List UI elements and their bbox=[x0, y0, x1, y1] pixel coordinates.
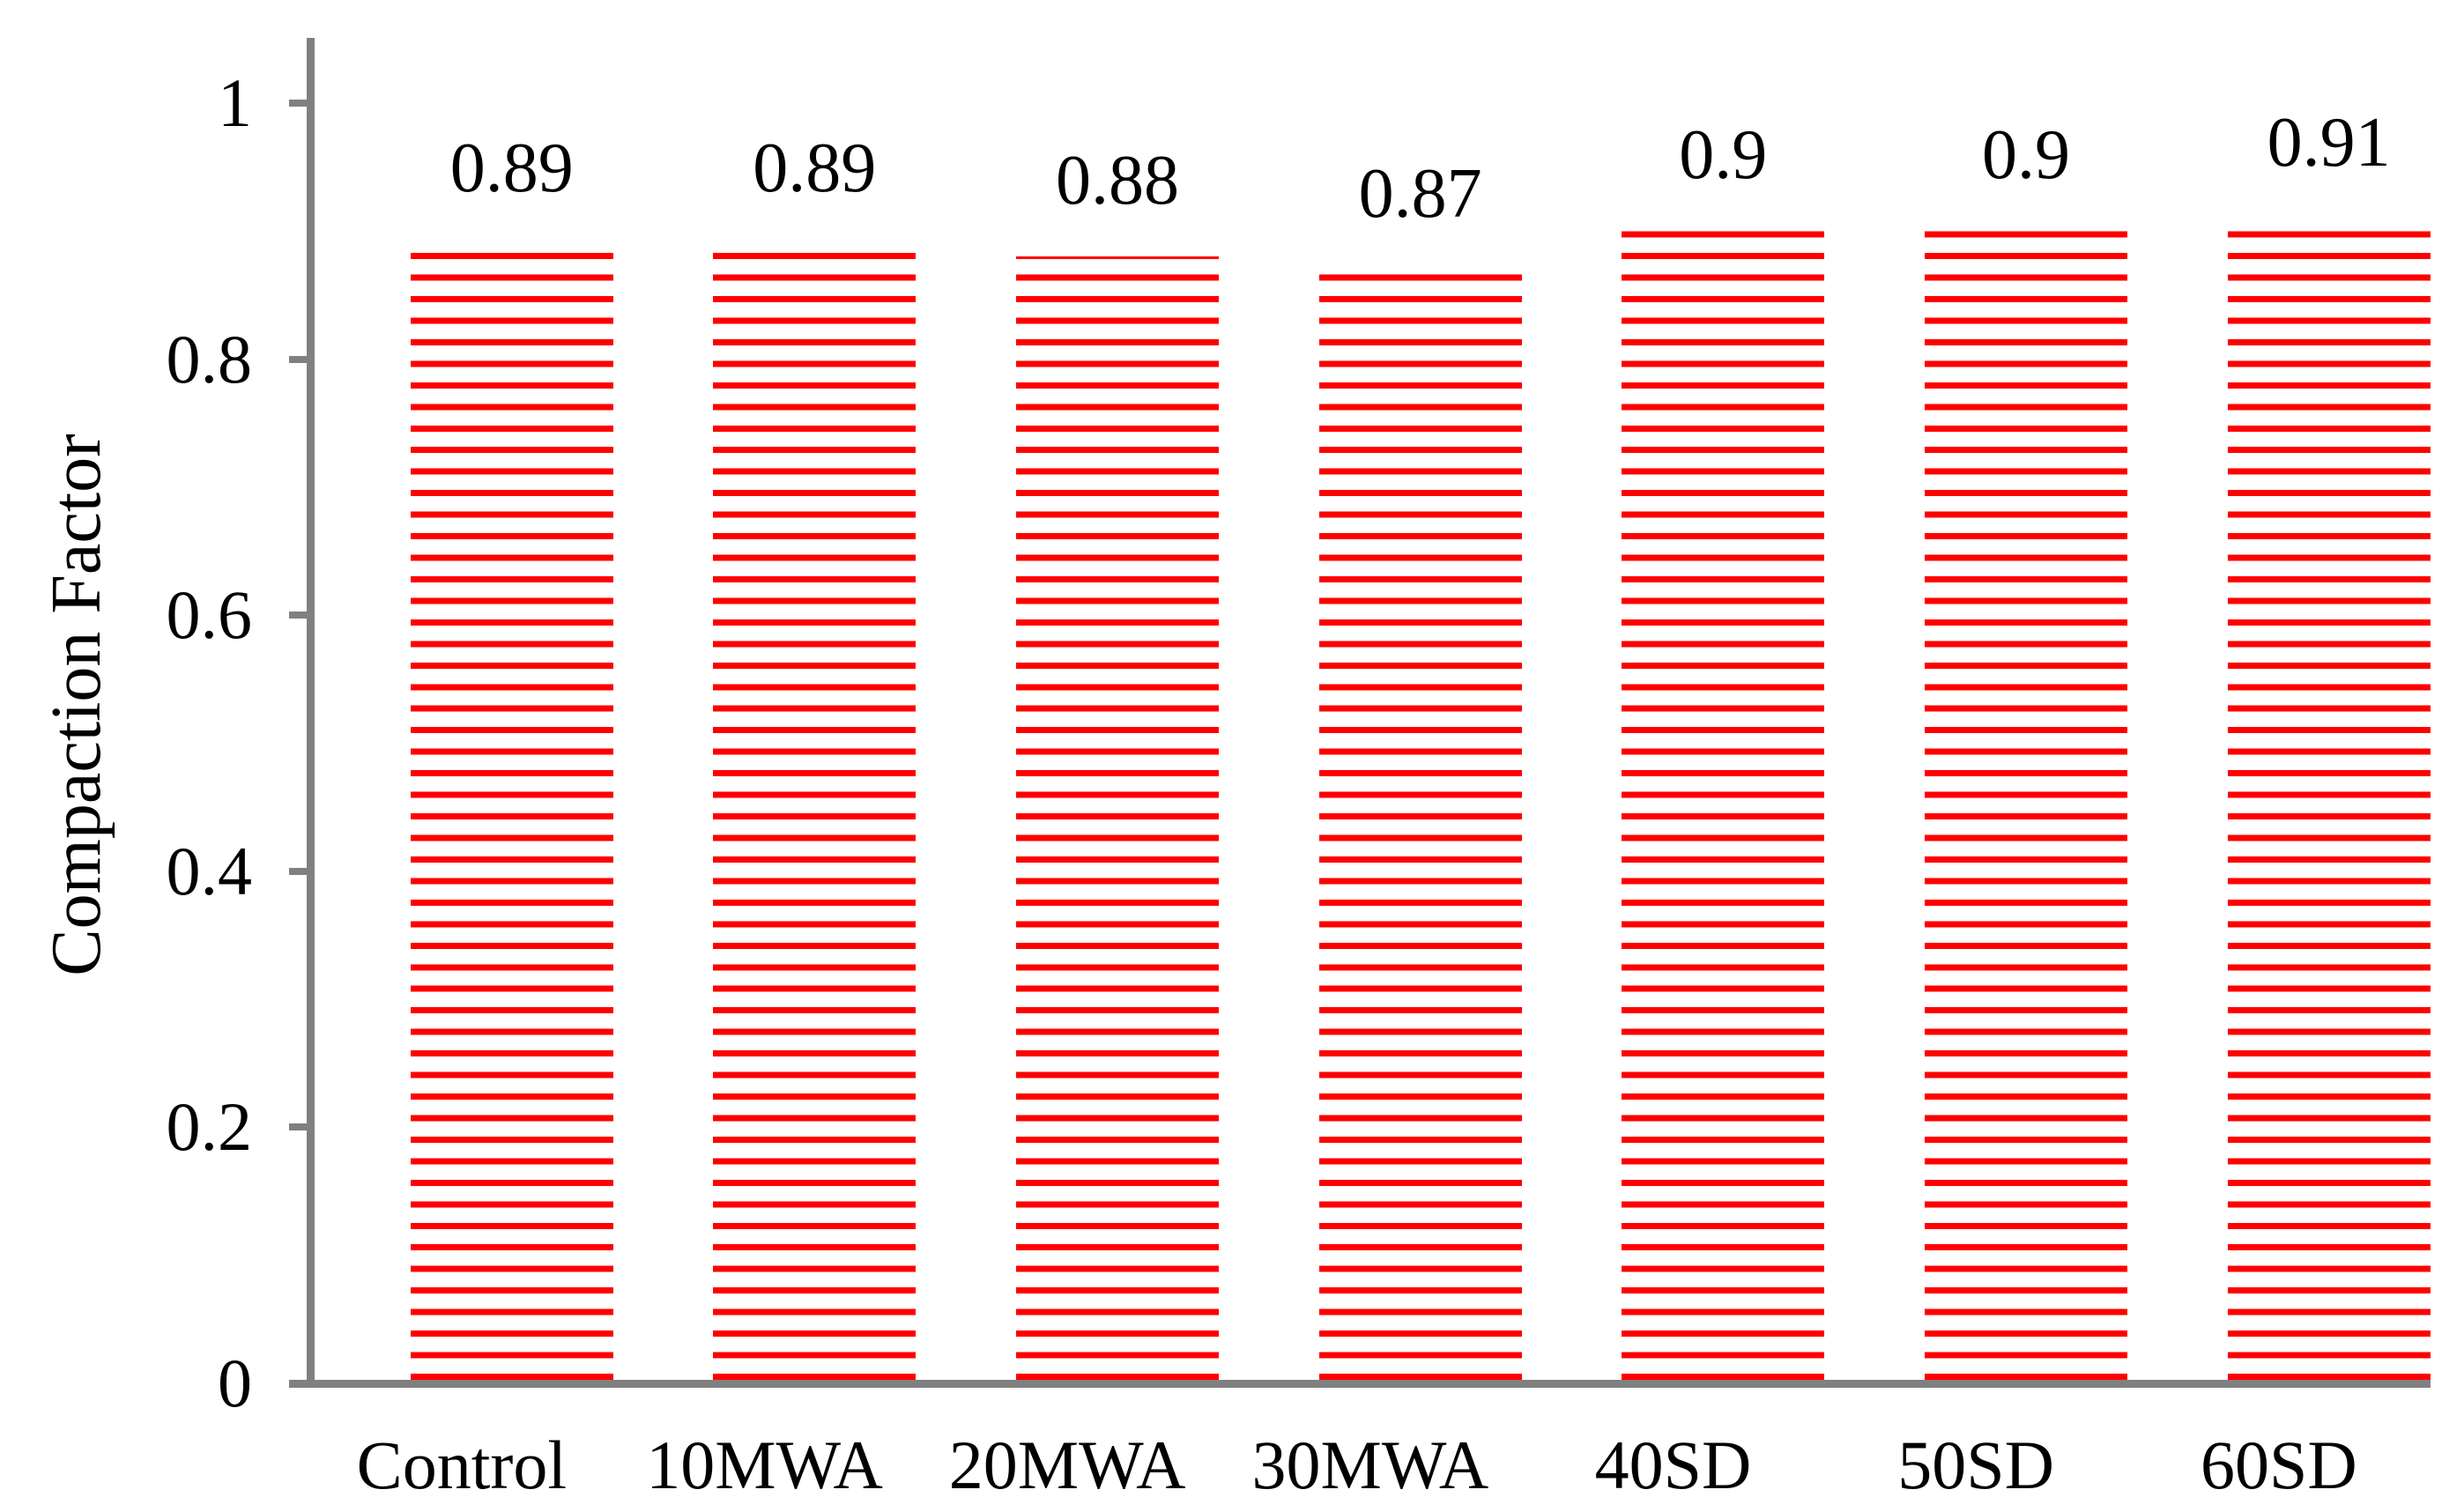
y-tick-label: 0.2 bbox=[166, 1088, 253, 1165]
bar-60sd bbox=[2227, 218, 2431, 1380]
bar-10mwa bbox=[713, 243, 917, 1380]
x-category-label: 50SD bbox=[1897, 1427, 2054, 1503]
bar-control bbox=[410, 243, 613, 1380]
x-category-label: 40SD bbox=[1594, 1427, 1752, 1503]
y-tick-label: 1 bbox=[218, 64, 252, 141]
bar-30mwa bbox=[1318, 269, 1522, 1380]
y-tick-mark bbox=[289, 611, 310, 619]
y-tick-mark bbox=[289, 356, 310, 363]
bar-50sd bbox=[1925, 231, 2127, 1380]
x-category-label: Control bbox=[356, 1427, 568, 1503]
x-category-label: 20MWA bbox=[948, 1427, 1186, 1503]
x-axis-line bbox=[289, 1380, 2431, 1388]
y-tick-mark bbox=[289, 100, 310, 107]
bar-value-label: 0.88 bbox=[1056, 142, 1179, 220]
y-tick-label: 0.8 bbox=[166, 321, 253, 397]
bar-value-label: 0.91 bbox=[2267, 103, 2391, 182]
y-tick-mark bbox=[289, 1380, 310, 1387]
bar-40sd bbox=[1622, 231, 1825, 1380]
y-axis-line bbox=[307, 38, 315, 1388]
y-tick-label: 0 bbox=[218, 1345, 252, 1421]
bar-20mwa bbox=[1016, 256, 1219, 1380]
y-tick-mark bbox=[289, 868, 310, 875]
y-tick-mark bbox=[289, 1123, 310, 1130]
bar-value-label: 0.9 bbox=[1679, 116, 1768, 195]
x-category-label: 30MWA bbox=[1251, 1427, 1489, 1503]
y-tick-label: 0.4 bbox=[166, 833, 253, 909]
bar-value-label: 0.9 bbox=[1982, 116, 2070, 195]
x-category-label: 60SD bbox=[2200, 1427, 2357, 1503]
y-tick-label: 0.6 bbox=[166, 576, 253, 653]
bar-value-label: 0.89 bbox=[753, 129, 877, 207]
bar-value-label: 0.89 bbox=[449, 129, 574, 207]
x-category-label: 10MWA bbox=[646, 1427, 883, 1503]
bar-value-label: 0.87 bbox=[1358, 154, 1482, 233]
